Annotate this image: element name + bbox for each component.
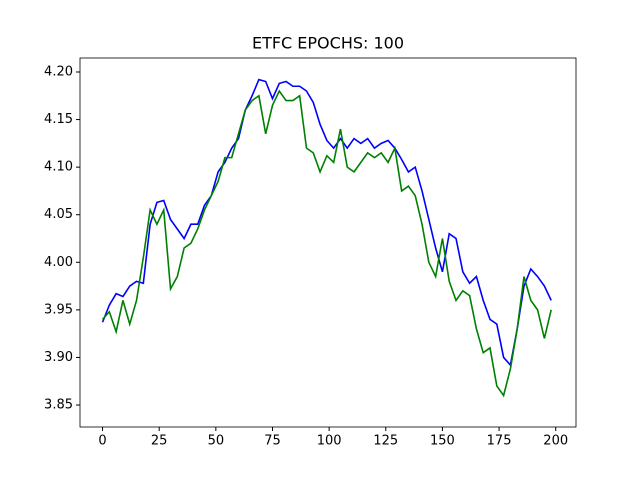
y-tick-label: 4.15 (44, 112, 73, 127)
y-tick-label: 3.85 (44, 398, 73, 413)
series-line (101, 78, 552, 367)
y-tick-label: 4.00 (44, 255, 73, 270)
y-tick-label: 3.90 (44, 350, 73, 365)
x-tick-label: 50 (208, 434, 225, 449)
y-tick-label: 4.05 (44, 207, 73, 222)
y-tick-label: 4.10 (44, 160, 73, 175)
y-tick-label: 4.20 (44, 64, 73, 79)
y-tick-label: 3.95 (44, 302, 73, 317)
x-tick-label: 175 (487, 434, 512, 449)
x-tick-label: 200 (543, 434, 568, 449)
x-tick-label: 75 (264, 434, 281, 449)
x-tick-label: 125 (373, 434, 398, 449)
x-tick-label: 150 (430, 434, 455, 449)
plot-frame (79, 57, 577, 428)
x-tick-label: 0 (98, 434, 106, 449)
chart-title: ETFC EPOCHS: 100 (252, 34, 404, 53)
x-tick-label: 25 (151, 434, 168, 449)
x-tick-label: 100 (317, 434, 342, 449)
series-line (101, 89, 552, 398)
